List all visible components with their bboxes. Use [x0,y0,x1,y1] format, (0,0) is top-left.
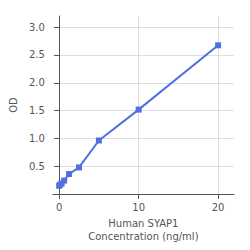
svg-text:2.0: 2.0 [29,77,45,88]
svg-text:10: 10 [132,202,145,213]
svg-text:2.5: 2.5 [29,49,45,60]
svg-text:OD: OD [8,97,19,113]
svg-text:20: 20 [212,202,225,213]
svg-text:3.0: 3.0 [29,22,45,33]
svg-text:1.0: 1.0 [29,133,45,144]
svg-text:0: 0 [56,202,62,213]
svg-text:Human SYAP1: Human SYAP1 [108,218,178,229]
svg-text:Concentration (ng/ml): Concentration (ng/ml) [88,231,198,242]
svg-text:1.5: 1.5 [29,105,45,116]
svg-text:0.5: 0.5 [29,161,45,172]
